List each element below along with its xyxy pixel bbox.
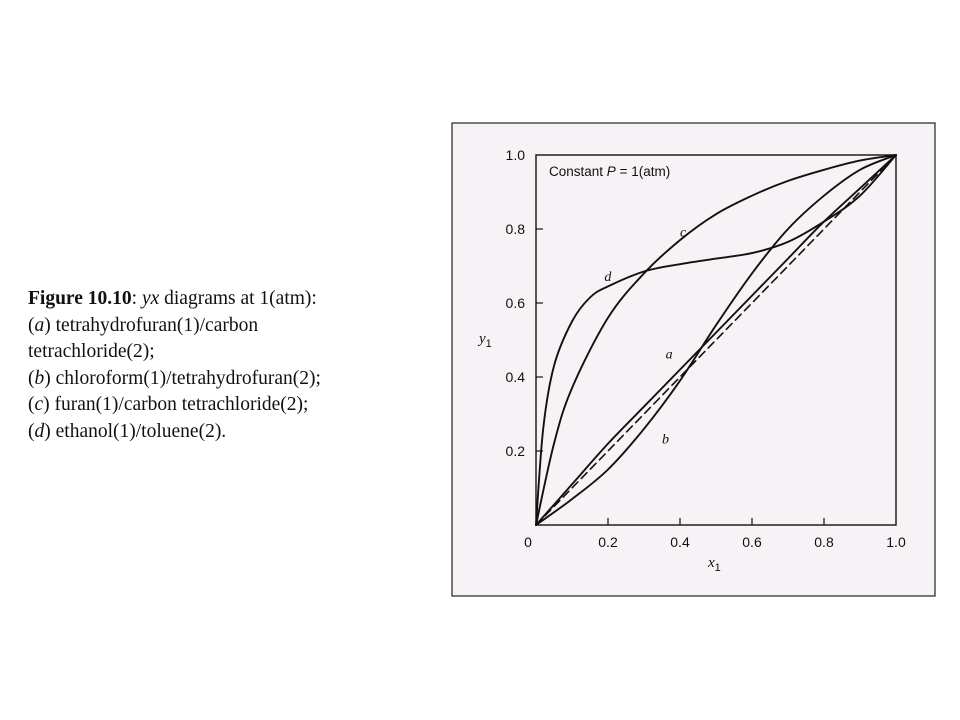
caption-item-text: ethanol(1)/toluene(2). xyxy=(50,420,227,442)
caption-item-b: (b) chloroform(1)/tetrahydrofuran(2); xyxy=(28,367,321,389)
caption-item-letter: d xyxy=(34,420,45,442)
labels-group: a b c d xyxy=(604,225,687,447)
caption-item-a: (a) tetrahydrofuran(1)/carbon xyxy=(28,314,259,336)
y-tick-label: 0.2 xyxy=(506,443,526,459)
y-tick-label: 0.8 xyxy=(506,221,526,237)
caption-item-text: tetrachloride(2); xyxy=(28,341,155,362)
ticks-group: 0 0.2 0.4 0.6 0.8 1.0 0.2 0.4 0.6 0.8 1.0 xyxy=(506,147,906,550)
caption-item-letter: a xyxy=(34,314,45,336)
figure-caption: Figure 10.10: yx diagrams at 1(atm): (a)… xyxy=(28,286,408,445)
plot-frame xyxy=(535,154,897,526)
caption-item-text: furan(1)/carbon tetrachloride(2); xyxy=(49,394,309,415)
caption-yx: yx xyxy=(141,288,160,309)
y-tick-label: 1.0 xyxy=(506,147,526,163)
y-tick-label: 0.6 xyxy=(506,295,526,311)
curve-d xyxy=(535,154,897,526)
caption-item-d: (d) ethanol(1)/toluene(2). xyxy=(28,420,227,442)
x-axis-title: x1 xyxy=(707,555,721,574)
curve-b xyxy=(535,154,897,526)
x-tick-label: 0.8 xyxy=(814,534,834,550)
curve-label-a: a xyxy=(666,348,673,363)
curve-label-c: c xyxy=(680,225,687,240)
x-tick-label: 0.2 xyxy=(598,534,618,550)
caption-item-text: chloroform(1)/tetrahydrofuran(2); xyxy=(50,367,321,389)
caption-lead: diagrams at 1(atm): xyxy=(159,288,317,309)
curve-label-b: b xyxy=(662,433,669,448)
caption-line: Figure 10.10: yx diagrams at 1(atm): xyxy=(28,286,408,313)
x-tick-label: 0 xyxy=(524,534,532,550)
caption-item-c: (c) furan(1)/carbon tetrachloride(2); xyxy=(28,394,309,415)
constant-pressure-annotation: Constant P = 1(atm) xyxy=(549,164,670,179)
caption-colon: : xyxy=(131,288,142,309)
curve-a xyxy=(535,154,897,526)
curve-c xyxy=(535,154,897,526)
x-tick-label: 1.0 xyxy=(886,534,906,550)
y-axis-title: y1 xyxy=(477,331,492,350)
x-tick-label: 0.6 xyxy=(742,534,762,550)
curve-label-d: d xyxy=(604,270,612,285)
curves-group xyxy=(535,154,897,526)
figure-number: Figure 10.10 xyxy=(28,288,132,309)
caption-item-letter: b xyxy=(34,367,45,389)
caption-item-text: tetrahydrofuran(1)/carbon xyxy=(50,314,259,336)
caption-item-letter: c xyxy=(34,394,44,415)
caption-item-a-cont: tetrachloride(2); xyxy=(28,339,408,366)
x-tick-label: 0.4 xyxy=(670,534,690,550)
diagonal-reference-line xyxy=(535,154,897,526)
y-tick-label: 0.4 xyxy=(506,369,526,385)
